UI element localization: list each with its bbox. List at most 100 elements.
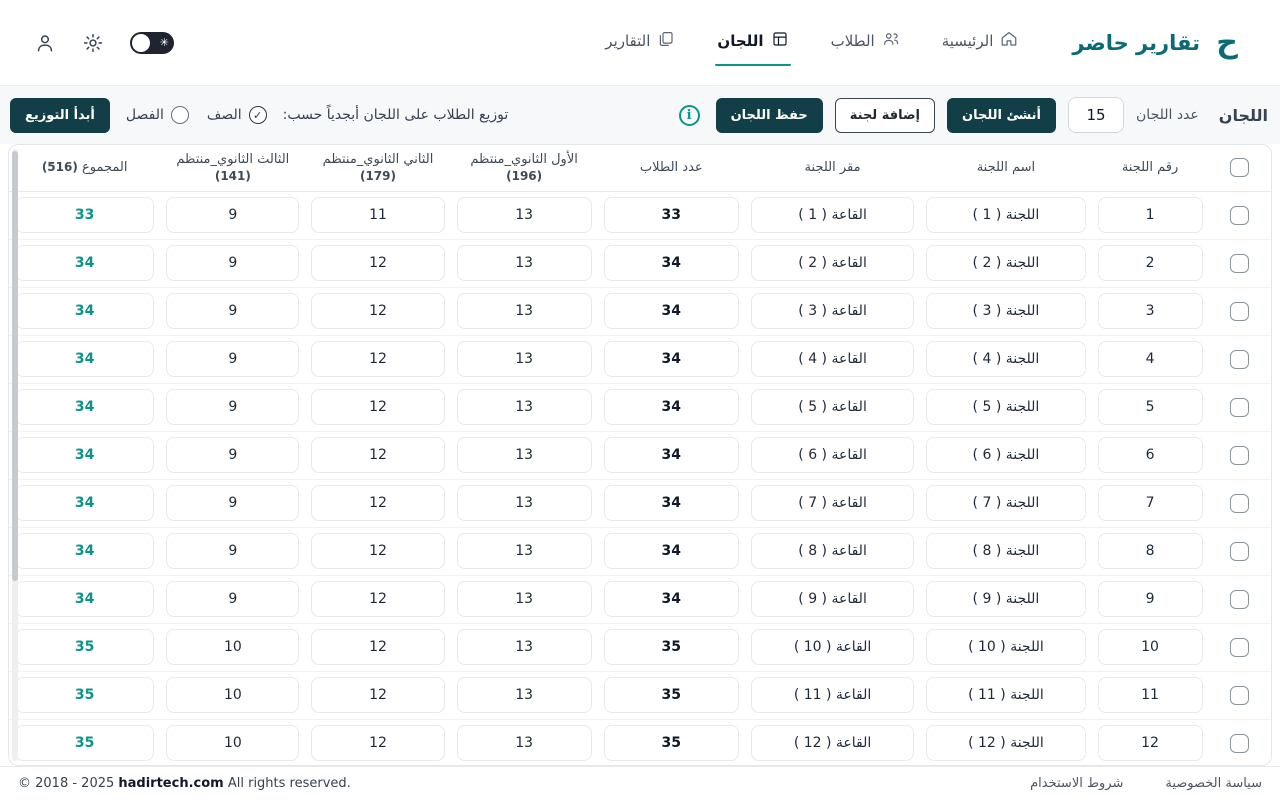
row-checkbox[interactable] [1230,350,1250,369]
row-checkbox[interactable] [1230,590,1250,609]
third-secondary-cell: 9 [166,485,300,521]
committee-location-cell: القاعة ( 6 ) [750,437,915,473]
row-checkbox[interactable] [1230,734,1250,754]
header-committee-number: رقم اللجنة [1091,145,1209,192]
committee-number-cell: 1 [1097,197,1203,233]
header-controls: ✳ [34,31,174,54]
radio-checked-icon: ✓ [248,106,267,124]
committee-number-cell: 7 [1097,485,1203,521]
site-name: hadirtech.com [118,775,224,791]
second-secondary-cell: 11 [311,197,445,233]
committee-number-cell: 4 [1097,341,1203,377]
row-checkbox[interactable] [1230,254,1250,273]
row-checkbox[interactable] [1230,446,1250,465]
table-row: 5 اللجنة ( 5 ) القاعة ( 5 ) 34 13 12 9 3… [9,382,1271,431]
header-first-secondary: الأول الثانوي_منتظم (196) [450,145,598,192]
brand-logo-icon: ح [1216,24,1238,60]
committee-location-cell: القاعة ( 9 ) [750,581,915,617]
select-all-checkbox[interactable] [1230,158,1250,178]
committee-location-cell: القاعة ( 5 ) [750,389,915,425]
radio-by-grade[interactable]: ✓ الصف [207,106,267,124]
add-committee-button[interactable]: إضافة لجنة [834,97,936,133]
committee-name-cell: اللجنة ( 10 ) [926,629,1086,665]
page-title: اللجان [1218,105,1268,125]
third-secondary-cell: 9 [166,437,300,473]
header-total: المجموع (516) [9,145,161,192]
students-count-cell: 34 [603,245,739,281]
second-secondary-cell: 12 [311,389,445,425]
total-cell: 35 [15,629,155,665]
nav-item-students[interactable]: الطلاب [829,20,902,66]
committees-count-input[interactable] [1068,97,1125,133]
row-checkbox[interactable] [1230,206,1250,225]
brand-logo[interactable]: ح تقارير حاضر [1072,24,1246,62]
committee-location-cell: القاعة ( 2 ) [750,245,915,281]
start-distribution-button[interactable]: أبدأ التوزيع [10,97,110,133]
nav-item-label: الطلاب [830,31,875,50]
header-third-secondary: الثالث الثانوي_منتظم (141) [160,145,306,192]
save-committees-button[interactable]: حفظ اللجان [715,97,823,133]
students-count-cell: 35 [603,629,739,665]
nav-item-home[interactable]: الرئيسية [940,20,1021,66]
table-scrollbar-thumb[interactable] [12,151,18,581]
row-checkbox[interactable] [1230,542,1250,561]
table-scrollbar[interactable] [12,149,18,761]
row-checkbox[interactable] [1230,302,1250,321]
row-checkbox[interactable] [1230,638,1250,657]
third-secondary-cell: 9 [166,581,300,617]
radio-class-label: الفصل [125,107,164,123]
row-checkbox[interactable] [1230,494,1250,513]
committees-count-label: عدد اللجان [1136,107,1199,123]
committee-location-cell: القاعة ( 8 ) [750,533,915,569]
info-icon[interactable]: i [678,104,700,126]
table-row: 1 اللجنة ( 1 ) القاعة ( 1 ) 33 13 11 9 3… [9,191,1271,239]
students-count-cell: 34 [603,389,739,425]
nav-item-reports[interactable]: التقارير [603,20,677,66]
row-checkbox[interactable] [1230,686,1250,705]
terms-of-use-link[interactable]: شروط الاستخدام [1030,775,1124,791]
committee-number-cell: 10 [1097,629,1203,665]
students-count-cell: 34 [603,485,739,521]
page-footer: سياسة الخصوصية شروط الاستخدام © 2018 - 2… [0,766,1280,799]
committee-name-cell: اللجنة ( 5 ) [926,389,1086,425]
committee-name-cell: اللجنة ( 6 ) [926,437,1086,473]
nav-item-label: الرئيسية [941,31,994,50]
dark-mode-toggle[interactable]: ✳ [130,31,174,54]
first-secondary-cell: 13 [456,389,592,425]
total-cell: 34 [15,341,155,377]
settings-gear-icon[interactable] [82,32,104,54]
table-row: 3 اللجنة ( 3 ) القاعة ( 3 ) 34 13 12 9 3… [9,286,1271,335]
footer-links: سياسة الخصوصية شروط الاستخدام [1030,776,1262,791]
table-row: 12 اللجنة ( 12 ) القاعة ( 12 ) 35 13 12 … [9,718,1271,765]
committee-number-cell: 8 [1097,533,1203,569]
radio-by-class[interactable]: الفصل [126,106,189,124]
nav-item-committees[interactable]: اللجان [715,20,791,66]
reports-icon [657,30,675,52]
total-cell: 35 [15,725,155,762]
distribute-label: توزيع الطلاب على اللجان أبجدياً حسب: [282,107,509,123]
header-total-count: (516) [41,160,78,175]
students-count-cell: 34 [603,581,739,617]
committee-number-cell: 5 [1097,389,1203,425]
committee-location-cell: القاعة ( 4 ) [750,341,915,377]
user-account-icon[interactable] [34,32,56,54]
second-secondary-cell: 12 [311,629,445,665]
committees-toolbar: اللجان عدد اللجان أنشئ اللجان إضافة لجنة… [0,86,1280,144]
table-row: 8 اللجنة ( 8 ) القاعة ( 8 ) 34 13 12 9 3… [9,526,1271,575]
committee-location-cell: القاعة ( 3 ) [750,293,915,329]
brand-name: تقارير حاضر [1072,30,1200,55]
create-committees-button[interactable]: أنشئ اللجان [947,97,1057,133]
committee-name-cell: اللجنة ( 12 ) [926,725,1086,762]
theme-star-icon: ✳ [159,35,169,49]
copyright-text: © 2018 - 2025 hadirtech.com All rights r… [18,775,351,791]
table-row: 4 اللجنة ( 4 ) القاعة ( 4 ) 34 13 12 9 3… [9,334,1271,383]
third-secondary-cell: 9 [166,533,300,569]
total-cell: 34 [15,389,155,425]
privacy-policy-link[interactable]: سياسة الخصوصية [1165,775,1262,791]
radio-unchecked-icon [170,106,189,124]
row-checkbox[interactable] [1230,398,1250,417]
third-secondary-cell: 9 [166,245,300,281]
committee-number-cell: 12 [1097,725,1203,762]
students-count-cell: 34 [603,533,739,569]
students-count-cell: 34 [603,293,739,329]
